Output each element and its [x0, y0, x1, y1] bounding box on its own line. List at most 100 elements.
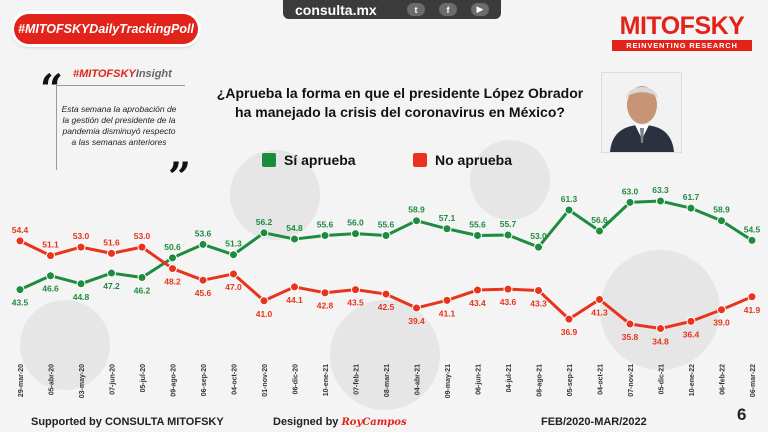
- page-number: 6: [737, 405, 747, 424]
- data-point-disapprove: [15, 236, 25, 246]
- data-label-disapprove: 39.4: [408, 316, 425, 326]
- data-point-approve: [412, 216, 421, 226]
- data-point-approve: [473, 230, 482, 240]
- data-point-disapprove: [351, 285, 360, 295]
- data-point-disapprove: [625, 319, 635, 329]
- data-label-approve: 46.2: [134, 286, 151, 296]
- data-point-disapprove: [259, 296, 269, 306]
- data-label-approve: 54.8: [286, 223, 303, 233]
- data-label-disapprove: 43.5: [347, 298, 364, 308]
- data-label-disapprove: 36.4: [683, 329, 700, 339]
- data-label-approve: 46.6: [42, 284, 59, 294]
- data-label-disapprove: 41.3: [591, 307, 608, 317]
- insight-text: Esta semana la aprobación de la gestión …: [61, 104, 177, 147]
- data-label-disapprove: 51.6: [103, 237, 120, 247]
- x-tick-label: 08-ago-21: [537, 364, 544, 397]
- data-point-approve: [534, 242, 543, 252]
- data-point-approve: [595, 226, 604, 236]
- data-label-disapprove: 51.1: [42, 240, 59, 250]
- open-quote-icon: “: [40, 66, 64, 113]
- data-point-approve: [320, 230, 330, 240]
- data-label-approve: 54.5: [744, 224, 761, 234]
- youtube-icon[interactable]: ▶: [471, 3, 489, 16]
- data-label-disapprove: 41.0: [256, 309, 273, 319]
- logo-tagline: REINVENTING RESEARCH: [612, 40, 752, 51]
- site-link[interactable]: consulta.mx: [295, 1, 377, 18]
- mitofsky-logo: MITOFSKY REINVENTING RESEARCH: [612, 12, 752, 51]
- data-label-approve: 57.1: [439, 213, 456, 223]
- question-line-1: ¿Aprueba la forma en que el presidente L…: [216, 85, 584, 101]
- data-point-disapprove: [412, 303, 421, 313]
- data-point-approve: [503, 230, 513, 240]
- data-point-disapprove: [686, 316, 696, 326]
- insight-tag: #MITOFSKYInsight: [73, 68, 172, 80]
- data-point-approve: [76, 279, 86, 289]
- data-point-approve: [351, 229, 360, 239]
- data-point-approve: [229, 250, 238, 260]
- data-point-approve: [107, 268, 116, 278]
- data-point-disapprove: [534, 286, 543, 295]
- president-photo: [601, 72, 682, 153]
- facebook-icon[interactable]: f: [439, 3, 457, 16]
- x-tick-label: 07-feb-21: [354, 364, 361, 395]
- legend-disapprove: No aprueba: [413, 152, 512, 168]
- logo-brand: MITOFSKY: [619, 12, 745, 40]
- close-quote-icon: ”: [168, 154, 192, 201]
- x-tick-label: 05-abr-20: [49, 364, 56, 395]
- data-point-disapprove: [137, 242, 147, 252]
- data-label-approve: 63.0: [622, 186, 639, 196]
- data-point-approve: [168, 253, 177, 263]
- data-label-approve: 47.2: [103, 281, 120, 291]
- x-tick-label: 06-sep-20: [201, 364, 208, 396]
- twitter-icon[interactable]: t: [407, 3, 425, 16]
- data-label-disapprove: 39.0: [713, 318, 730, 328]
- legend-approve: Sí aprueba: [262, 152, 356, 168]
- series-line-approve: [19, 199, 753, 291]
- data-label-disapprove: 53.0: [134, 231, 151, 241]
- x-tick-label: 29-mar-20: [18, 364, 25, 397]
- series-line-disapprove: [19, 239, 753, 331]
- data-label-disapprove: 41.1: [439, 308, 456, 318]
- legend-approve-label: Sí aprueba: [284, 152, 356, 168]
- data-label-approve: 55.6: [469, 219, 486, 229]
- x-tick-label: 04-oct-21: [598, 364, 605, 395]
- x-tick-label: 04-jul-21: [506, 364, 513, 393]
- footer-period: FEB/2020-MAR/2022: [541, 416, 647, 428]
- data-point-disapprove: [229, 269, 238, 279]
- data-point-disapprove: [503, 284, 513, 294]
- data-label-disapprove: 35.8: [622, 332, 639, 342]
- data-point-disapprove: [320, 288, 330, 298]
- data-point-approve: [381, 230, 391, 240]
- data-point-approve: [442, 224, 452, 234]
- data-point-approve: [625, 197, 635, 207]
- data-label-approve: 61.7: [683, 192, 700, 202]
- insight-tag-suffix: Insight: [135, 68, 172, 80]
- data-point-disapprove: [290, 282, 299, 292]
- data-label-approve: 56.0: [347, 218, 364, 228]
- data-label-approve: 44.8: [73, 292, 90, 302]
- question-title: ¿Aprueba la forma en que el presidente L…: [210, 84, 590, 122]
- data-point-approve: [290, 234, 299, 244]
- data-point-approve: [259, 228, 269, 238]
- data-label-approve: 43.5: [12, 298, 29, 308]
- designer-signature: RoyCampos: [341, 417, 407, 428]
- insight-box: [56, 85, 185, 170]
- data-point-disapprove: [564, 314, 574, 324]
- x-tick-label: 08-mar-21: [384, 364, 391, 397]
- data-label-approve: 61.3: [561, 194, 578, 204]
- x-tick-label: 01-nov-20: [262, 364, 269, 397]
- data-label-disapprove: 41.9: [744, 305, 761, 315]
- data-label-approve: 58.9: [408, 205, 425, 215]
- data-label-disapprove: 54.4: [12, 225, 29, 235]
- x-tick-label: 06-jun-21: [476, 364, 483, 395]
- data-label-approve: 51.3: [225, 239, 242, 249]
- data-label-approve: 63.3: [652, 185, 669, 195]
- data-point-disapprove: [442, 295, 452, 305]
- data-label-approve: 53.6: [195, 228, 212, 238]
- data-label-approve: 50.6: [164, 242, 181, 252]
- data-point-approve: [747, 235, 757, 245]
- data-point-disapprove: [46, 251, 55, 261]
- data-label-disapprove: 43.4: [469, 298, 486, 308]
- legend-disapprove-swatch: [413, 153, 427, 167]
